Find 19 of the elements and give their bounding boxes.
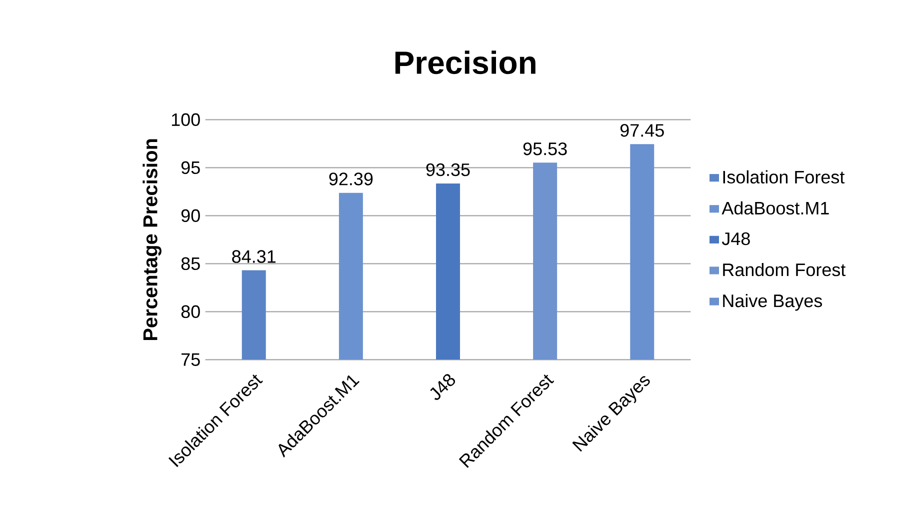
data-label: 95.53 bbox=[523, 142, 567, 156]
y-tick-label: 90 bbox=[181, 209, 200, 222]
data-label: 92.39 bbox=[329, 172, 373, 186]
y-tick-label: 95 bbox=[181, 161, 200, 174]
y-axis-title: Percentage Precision bbox=[142, 139, 162, 340]
y-tick-label: 100 bbox=[172, 113, 200, 126]
x-tick-label: J48 bbox=[430, 374, 456, 400]
y-tick-label: 75 bbox=[182, 353, 200, 366]
legend-label: Random Forest bbox=[723, 262, 846, 276]
data-label: 93.35 bbox=[426, 163, 470, 176]
data-label: 97.45 bbox=[620, 124, 664, 137]
legend-label: J48 bbox=[722, 232, 750, 246]
data-label: 84.31 bbox=[232, 250, 276, 263]
legend-label: AdaBoost.M1 bbox=[722, 201, 829, 215]
y-tick-label: 85 bbox=[181, 257, 200, 270]
legend-label: Naive Bayes bbox=[723, 294, 822, 311]
y-tick-label: 80 bbox=[181, 305, 200, 318]
chart-title: Precision bbox=[395, 50, 536, 74]
legend-label: Isolation Forest bbox=[723, 170, 845, 184]
